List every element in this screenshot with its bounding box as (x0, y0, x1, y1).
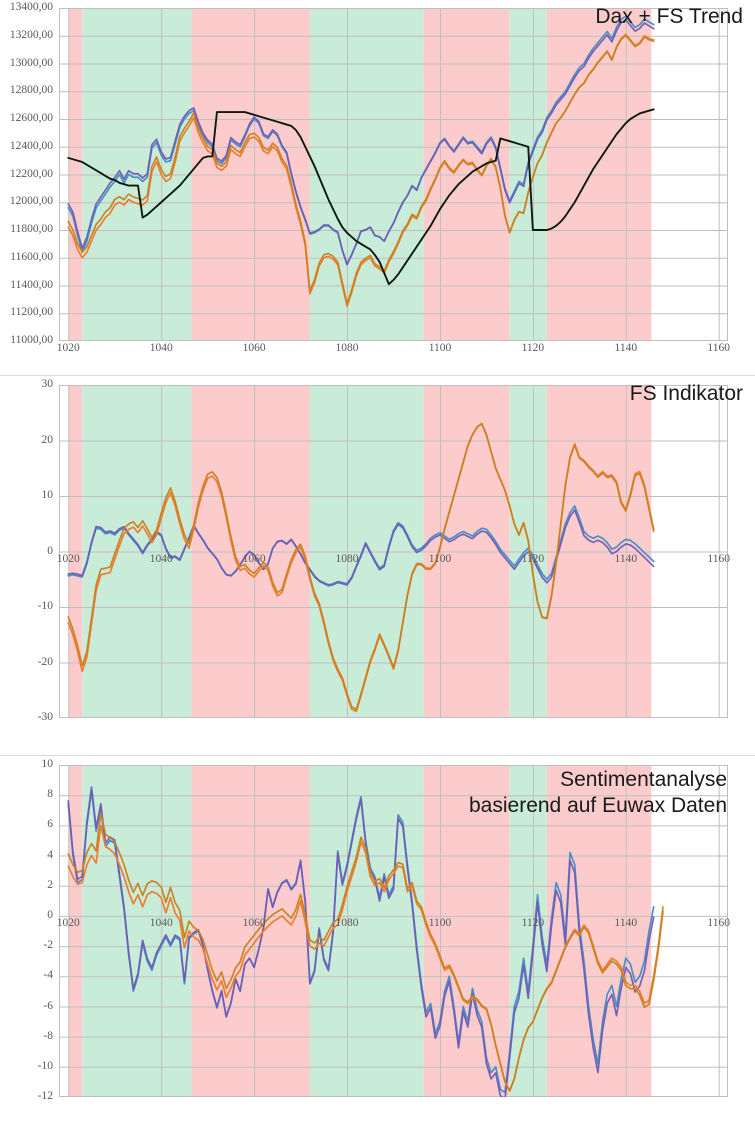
y-axis-tick-label: 2 (47, 878, 53, 891)
series-line-overlay (67, 786, 655, 1097)
y-axis-tick-label: 6 (47, 818, 53, 831)
chart-title-line: basierend auf Euwax Daten (469, 793, 727, 817)
y-axis-tick-label: 11600,00 (10, 250, 53, 263)
x-axis-tick-label: 1160 (707, 342, 730, 354)
series-line (67, 108, 655, 286)
x-axis-tick-label: 1040 (149, 552, 173, 565)
y-axis-tick-label: -30 (37, 711, 53, 723)
x-axis-tick-label: 1020 (56, 342, 80, 354)
y-axis-tick-label: 0 (47, 544, 53, 557)
x-axis-tick-label: 1060 (242, 342, 266, 354)
chart-title-fs-indikator: FS Indikator (630, 381, 743, 407)
y-axis-tick-label: 11400,00 (10, 278, 53, 291)
y-axis-tick-label: 11000,00 (10, 334, 53, 346)
x-axis-tick-label: 1100 (428, 342, 452, 354)
y-axis-tick-label: 12600,00 (9, 112, 53, 124)
y-axis-tick-label: -20 (37, 655, 53, 668)
y-axis-tick-label: -12 (37, 1090, 53, 1102)
band-bullish (309, 765, 424, 1097)
x-axis-tick-label: 1080 (335, 916, 359, 929)
y-axis-tick-label: 12000,00 (9, 195, 53, 208)
chart-title-line: Dax + FS Trend (595, 5, 743, 28)
band-bearish (191, 765, 310, 1097)
y-axis-tick-label: 12400,00 (9, 139, 53, 152)
y-axis-tick-label: -4 (43, 969, 53, 982)
y-axis-tick-label: 4 (47, 848, 53, 861)
x-axis-tick-label: 1120 (521, 916, 545, 929)
x-axis-tick-label: 1140 (614, 552, 638, 565)
y-axis-tick-label: 8 (47, 788, 53, 801)
y-axis-tick-label: 12200,00 (9, 167, 53, 180)
chart-panel-dax-fs-trend: 13400,00 13200,00 13000,00 12800,00 12600,00… (0, 0, 755, 376)
y-axis-tick-label: 10 (41, 758, 54, 770)
y-axis-tick-label: -2 (43, 939, 53, 952)
x-axis-tick-label: 1020 (56, 916, 80, 929)
x-axis-tick-label: 1100 (428, 552, 452, 565)
y-axis-tick-label: -8 (43, 1029, 53, 1042)
series-line-overlay (67, 19, 655, 266)
chart-panel-sentimentanalyse: 10 8 6 4 2 0 -2 -4 -6 -8 -10 -12 1020 1040 1060 1080 110… (0, 757, 755, 1136)
plot-area-fs-indikator (59, 385, 728, 718)
y-axis-tick-label: 13000,00 (9, 56, 53, 69)
x-axis-tick-label: 1100 (428, 916, 452, 929)
y-axis-tick-label: 10 (41, 489, 54, 501)
x-axis-tick-label: 1040 (149, 342, 173, 354)
plot-area-sentimentanalyse (59, 765, 728, 1097)
x-axis-tick-label: 1020 (56, 552, 80, 565)
plot-sentimentanalyse (59, 765, 728, 1097)
plot-dax-fs-trend (59, 8, 728, 341)
x-axis-tick-label: 1040 (149, 916, 173, 929)
series-line-overlay (67, 422, 655, 711)
x-axis-tick-label: 1120 (521, 552, 545, 565)
y-axis-tick-label: -10 (37, 600, 53, 612)
x-axis-tick-label: 1140 (614, 916, 638, 929)
y-axis-tick-label: 11200,00 (10, 306, 53, 319)
x-axis-tick-label: 1120 (521, 342, 545, 354)
y-axis-tick-label: 13200,00 (9, 28, 53, 41)
y-axis-tick-label: 11800,00 (10, 223, 53, 235)
panel-separator (0, 755, 755, 756)
x-axis-tick-label: 1080 (335, 342, 359, 354)
series-line-overlay (67, 34, 655, 305)
chart-title-line: Sentimentanalyse (560, 768, 727, 791)
y-axis-tick-label: 30 (41, 378, 54, 390)
y-axis-tick-label: 20 (41, 433, 54, 446)
chart-title-line: FS Indikator (629, 382, 743, 405)
series-line-overlay (67, 812, 664, 1092)
x-axis-tick-label: 1160 (707, 916, 730, 929)
x-axis-tick-label: 1060 (242, 552, 266, 565)
y-axis-tick-label: 0 (47, 908, 53, 921)
panel-separator (0, 375, 755, 376)
chart-panel-fs-indikator: 30 20 10 0 -10 -20 -30 1020 1040 1060 1080 1100 1120… (0, 377, 755, 756)
plot-area-dax-fs-trend (59, 8, 728, 341)
chart-title-sentimentanalyse: Sentimentanalyse basierend auf Euwax Date… (469, 767, 727, 818)
series-line (67, 789, 655, 1094)
y-axis-tick-label: -6 (43, 999, 53, 1012)
x-axis-tick-label: 1140 (614, 342, 638, 354)
chart-title-dax-fs-trend: Dax + FS Trend (595, 4, 743, 30)
x-axis-tick-label: 1160 (707, 552, 730, 565)
y-axis-tick-label: 13400,00 (9, 1, 53, 13)
plot-fs-indikator (59, 385, 728, 718)
x-axis-tick-label: 1060 (242, 916, 266, 929)
y-axis-tick-label: -10 (37, 1059, 53, 1072)
y-axis-tick-label: 12800,00 (9, 84, 53, 97)
x-axis-tick-label: 1080 (335, 552, 359, 565)
